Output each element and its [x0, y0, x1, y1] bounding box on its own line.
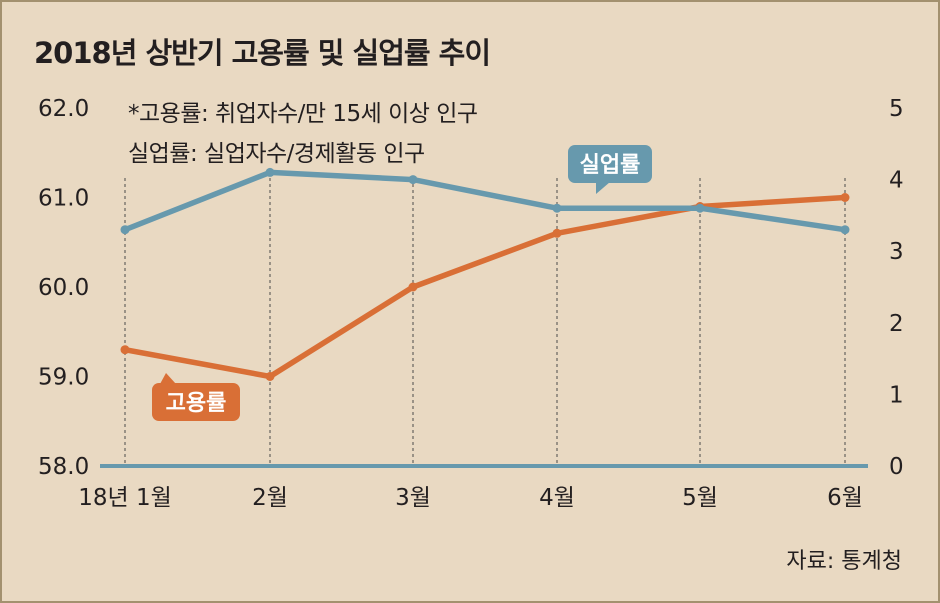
data-point	[120, 225, 130, 235]
x-tick-label: 5월	[682, 485, 718, 511]
x-tick-label: 3월	[395, 485, 431, 511]
series-label-badge: 고용률	[152, 373, 240, 421]
y-left-tick-label: 58.0	[38, 454, 89, 480]
y-right-tick-label: 1	[889, 382, 904, 408]
badge-background	[568, 145, 652, 183]
y-left-tick-label: 59.0	[38, 365, 89, 391]
data-point	[120, 345, 130, 355]
badge-pointer	[160, 373, 176, 384]
x-tick-label: 4월	[539, 485, 575, 511]
data-point	[695, 203, 705, 213]
data-point	[408, 282, 418, 292]
badge-background	[152, 383, 240, 421]
y-left-tick-label: 62.0	[38, 96, 89, 122]
y-left-tick-label: 61.0	[38, 186, 89, 212]
y-left-tick-label: 60.0	[38, 275, 89, 301]
series-label-badge: 실업률	[568, 145, 652, 194]
badge-text: 고용률	[166, 391, 227, 416]
data-point	[552, 228, 562, 238]
y-right-tick-label: 5	[889, 96, 904, 122]
data-point	[552, 203, 562, 213]
badge-pointer	[596, 182, 610, 194]
chart-note-employment: *고용률: 취업자수/만 15세 이상 인구	[128, 101, 478, 127]
data-point	[408, 175, 418, 185]
y-right-tick-label: 3	[889, 239, 904, 265]
x-tick-label: 2월	[252, 485, 288, 511]
y-right-tick-label: 2	[889, 311, 904, 337]
chart-title: 2018년 상반기 고용률 및 실업률 추이	[34, 36, 491, 70]
x-tick-label: 18년 1월	[78, 485, 172, 511]
gridlines	[124, 178, 846, 466]
data-point	[840, 225, 850, 235]
x-tick-label: 6월	[827, 485, 863, 511]
y-right-tick-label: 0	[889, 454, 904, 480]
y-right-tick-label: 4	[889, 168, 904, 194]
badge-text: 실업률	[580, 153, 641, 178]
data-point	[265, 372, 275, 381]
series-line-2	[123, 169, 846, 233]
chart-source: 자료: 통계청	[786, 549, 902, 574]
data-point	[840, 193, 850, 202]
series-line-1	[124, 194, 846, 380]
data-point	[265, 167, 275, 177]
axes: 62.0 61.0 60.0 59.0 58.0 5 4 3 2 1 0 18년 1월 2월 3월 4월 5월…	[38, 96, 904, 511]
series-lines	[120, 167, 850, 381]
chart-note-unemployment: 실업률: 실업자수/경제활동 인구	[128, 141, 425, 167]
